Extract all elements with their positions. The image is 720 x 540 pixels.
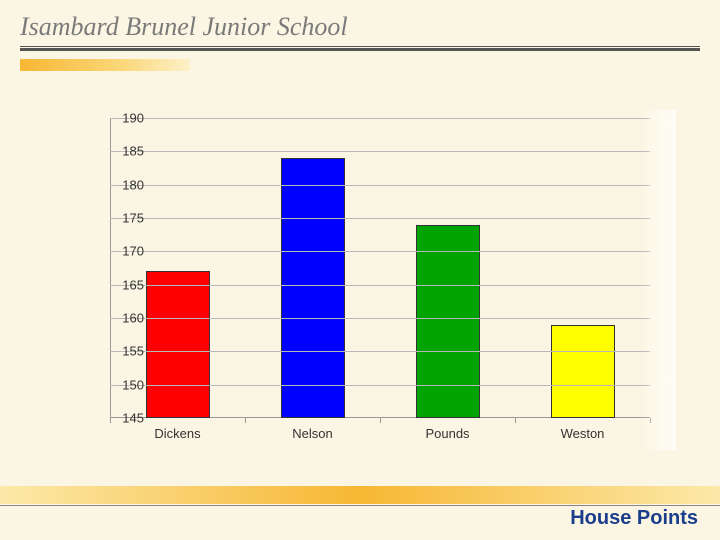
grid-line (110, 151, 650, 152)
bar-slot (515, 118, 650, 418)
y-tick-label: 185 (104, 144, 144, 159)
x-label: Dickens (118, 426, 238, 441)
house-points-chart: 145150155160165170175180185190DickensNel… (70, 110, 660, 450)
y-tick-label: 160 (104, 311, 144, 326)
bar-dickens (146, 271, 210, 418)
title-rule (20, 46, 700, 52)
bar-weston (551, 325, 615, 418)
footer: House Points (0, 484, 720, 540)
bar-slot (380, 118, 515, 418)
y-tick-label: 170 (104, 244, 144, 259)
y-tick-label: 150 (104, 377, 144, 392)
header: Isambard Brunel Junior School (0, 0, 720, 58)
y-tick-label: 155 (104, 344, 144, 359)
y-tick-label: 180 (104, 177, 144, 192)
grid-line (110, 118, 650, 119)
grid-line (110, 185, 650, 186)
y-tick-label: 190 (104, 111, 144, 126)
footer-label: House Points (570, 507, 698, 530)
y-tick-label: 175 (104, 211, 144, 226)
grid-line (110, 251, 650, 252)
bar-pounds (416, 225, 480, 418)
category-tick (380, 418, 381, 423)
bars-layer (110, 118, 650, 418)
accent-strip (20, 59, 190, 71)
bar-nelson (281, 158, 345, 418)
grid-line (110, 218, 650, 219)
grid-line (110, 318, 650, 319)
grid-line (110, 351, 650, 352)
slide: Isambard Brunel Junior School 1451501551… (0, 0, 720, 540)
bar-slot (245, 118, 380, 418)
grid-line (110, 385, 650, 386)
footer-rule (0, 505, 720, 506)
category-tick (650, 418, 651, 423)
plot-area: 145150155160165170175180185190DickensNel… (110, 118, 650, 418)
x-label: Weston (523, 426, 643, 441)
category-tick (245, 418, 246, 423)
y-tick-label: 165 (104, 277, 144, 292)
page-title: Isambard Brunel Junior School (20, 12, 700, 42)
x-label: Pounds (388, 426, 508, 441)
category-tick (110, 418, 111, 423)
footer-gradient-bar (0, 486, 720, 504)
category-tick (515, 418, 516, 423)
bar-slot (110, 118, 245, 418)
x-label: Nelson (253, 426, 373, 441)
grid-line (110, 285, 650, 286)
